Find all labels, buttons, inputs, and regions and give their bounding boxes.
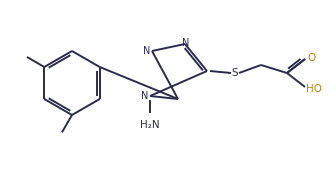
Text: N: N [143,46,151,56]
Text: N: N [182,38,190,48]
Text: O: O [308,53,316,63]
Text: H₂N: H₂N [140,120,160,130]
Text: S: S [232,68,238,78]
Text: HO: HO [306,84,322,94]
Text: N: N [141,91,149,101]
